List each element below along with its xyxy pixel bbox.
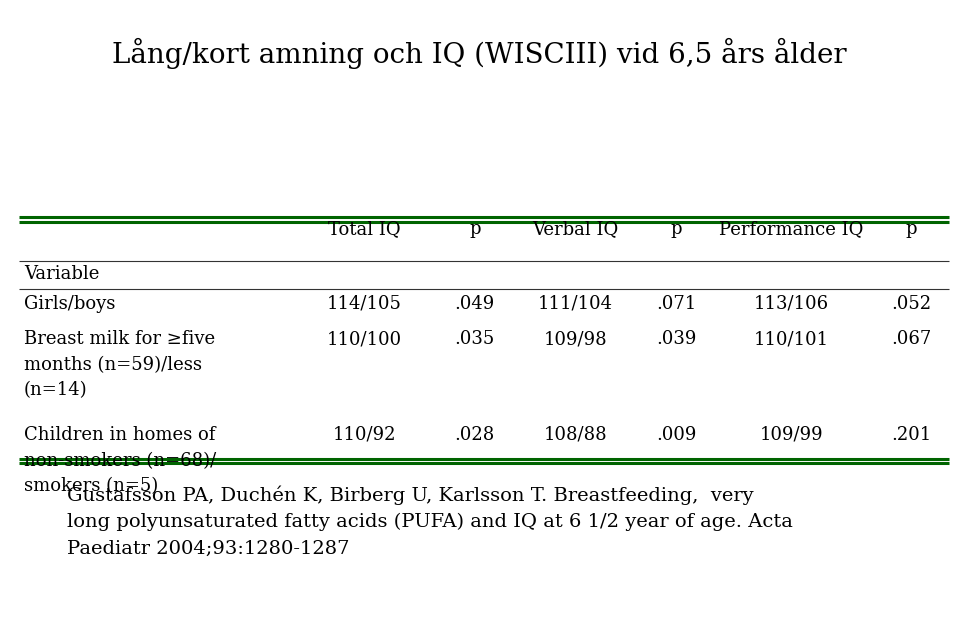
- Text: Performance IQ: Performance IQ: [719, 220, 863, 238]
- Text: Breast milk for ≥five
months (n=59)/less
(n=14): Breast milk for ≥five months (n=59)/less…: [24, 330, 215, 399]
- Text: Girls/boys: Girls/boys: [24, 295, 115, 313]
- Text: .039: .039: [656, 330, 696, 348]
- Text: .009: .009: [656, 426, 696, 444]
- Text: .201: .201: [891, 426, 931, 444]
- Text: Verbal IQ: Verbal IQ: [532, 220, 619, 238]
- Text: .071: .071: [656, 295, 696, 313]
- Text: Total IQ: Total IQ: [328, 220, 401, 238]
- Text: .067: .067: [891, 330, 931, 348]
- Text: 109/99: 109/99: [760, 426, 823, 444]
- Text: .049: .049: [455, 295, 495, 313]
- Text: p: p: [905, 220, 917, 238]
- Text: .052: .052: [891, 295, 931, 313]
- Text: .035: .035: [455, 330, 495, 348]
- Text: 111/104: 111/104: [538, 295, 613, 313]
- Text: 114/105: 114/105: [327, 295, 402, 313]
- Text: 110/100: 110/100: [327, 330, 402, 348]
- Text: Variable: Variable: [24, 265, 100, 283]
- Text: 108/88: 108/88: [544, 426, 607, 444]
- Text: 109/98: 109/98: [544, 330, 607, 348]
- Text: p: p: [469, 220, 480, 238]
- Text: 113/106: 113/106: [754, 295, 829, 313]
- Text: Lång/kort amning och IQ (WISCIII) vid 6,5 års ålder: Lång/kort amning och IQ (WISCIII) vid 6,…: [112, 38, 847, 69]
- Text: .028: .028: [455, 426, 495, 444]
- Text: 110/92: 110/92: [333, 426, 396, 444]
- Text: 110/101: 110/101: [754, 330, 829, 348]
- Text: p: p: [670, 220, 682, 238]
- Text: Children in homes of
non-smokers (n=68)/
smokers (n=5): Children in homes of non-smokers (n=68)/…: [24, 426, 216, 495]
- Text: Gustafsson PA, Duchén K, Birberg U, Karlsson T. Breastfeeding,  very
long polyun: Gustafsson PA, Duchén K, Birberg U, Karl…: [67, 485, 793, 558]
